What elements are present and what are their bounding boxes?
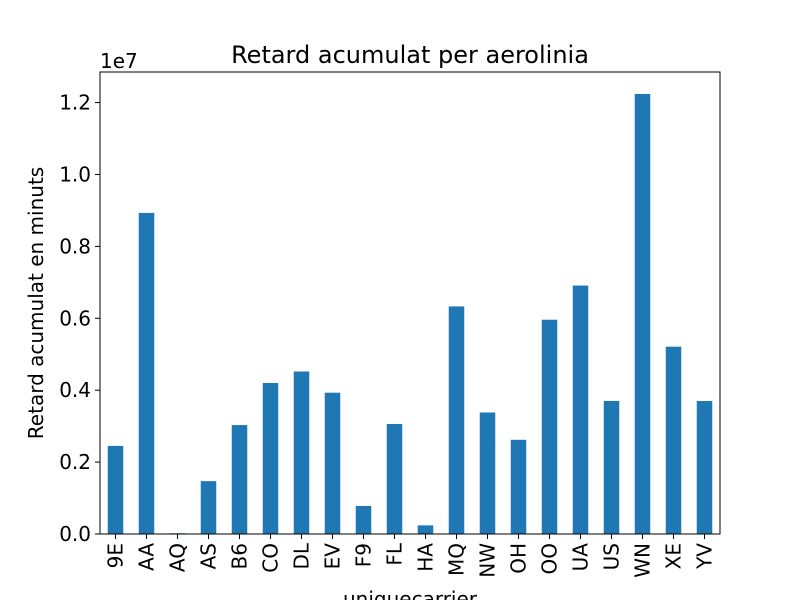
x-tick-label: UA <box>569 543 593 572</box>
x-tick-label: AA <box>135 543 159 571</box>
bar-AS <box>200 481 217 534</box>
bar-OH <box>510 439 527 534</box>
bar-B6 <box>231 425 248 534</box>
y-tick-label: 0.0 <box>59 522 91 546</box>
bar-UA <box>572 285 589 534</box>
x-tick-label: B6 <box>228 543 252 569</box>
x-tick-label: OH <box>507 543 531 574</box>
y-axis-offset-label: 1e7 <box>100 49 138 73</box>
bar-XE <box>665 346 682 534</box>
bar-NW <box>479 412 496 534</box>
y-tick-label: 0.8 <box>59 234 91 258</box>
x-tick-label: 9E <box>104 543 128 568</box>
x-tick-label: WN <box>631 543 655 578</box>
bar-YV <box>696 400 713 534</box>
chart-title: Retard acumulat per aerolinia <box>231 41 589 69</box>
y-tick-label: 1.2 <box>59 91 91 115</box>
bar-EV <box>324 392 341 534</box>
bar-FL <box>386 423 403 534</box>
x-tick-label: HA <box>414 543 438 572</box>
x-tick-label: CO <box>259 543 283 573</box>
x-tick-label: DL <box>290 542 314 569</box>
bar-9E <box>107 445 124 534</box>
bar-DL <box>293 371 310 534</box>
bar-F9 <box>355 505 372 534</box>
y-axis-ticks: 0.0 0.2 0.4 0.6 0.8 1.0 1.2 <box>59 91 100 546</box>
y-tick-label: 0.2 <box>59 450 91 474</box>
y-tick-label: 1.0 <box>59 162 91 186</box>
x-axis-label: uniquecarrier <box>343 587 478 600</box>
x-tick-label: AQ <box>166 543 190 572</box>
x-tick-label: FL <box>383 542 407 566</box>
bars-group <box>107 93 713 535</box>
x-tick-label: OO <box>538 543 562 574</box>
bar-HA <box>417 525 434 534</box>
bar-MQ <box>448 306 465 534</box>
plot-frame <box>99 71 721 535</box>
x-axis-ticks: 9E AA AQ AS B6 CO DL EV F9 FL HA MQ NW OH OO UA US WN XE YV <box>104 534 717 578</box>
bar-US <box>603 400 620 534</box>
bar-WN <box>634 93 651 534</box>
y-tick-label: 0.4 <box>59 378 91 402</box>
x-tick-label: US <box>600 543 624 570</box>
x-tick-label: NW <box>476 543 500 578</box>
y-axis-label: Retard acumulat en minuts <box>24 167 48 439</box>
x-tick-label: F9 <box>352 543 376 567</box>
y-tick-label: 0.6 <box>59 306 91 330</box>
x-tick-label: AS <box>197 543 221 569</box>
x-tick-label: YV <box>693 543 717 570</box>
bar-AA <box>138 212 155 535</box>
x-tick-label: EV <box>321 543 345 570</box>
x-tick-label: XE <box>662 543 686 569</box>
x-tick-label: MQ <box>445 543 469 576</box>
bar-OO <box>541 319 558 534</box>
bar-CO <box>262 382 279 534</box>
